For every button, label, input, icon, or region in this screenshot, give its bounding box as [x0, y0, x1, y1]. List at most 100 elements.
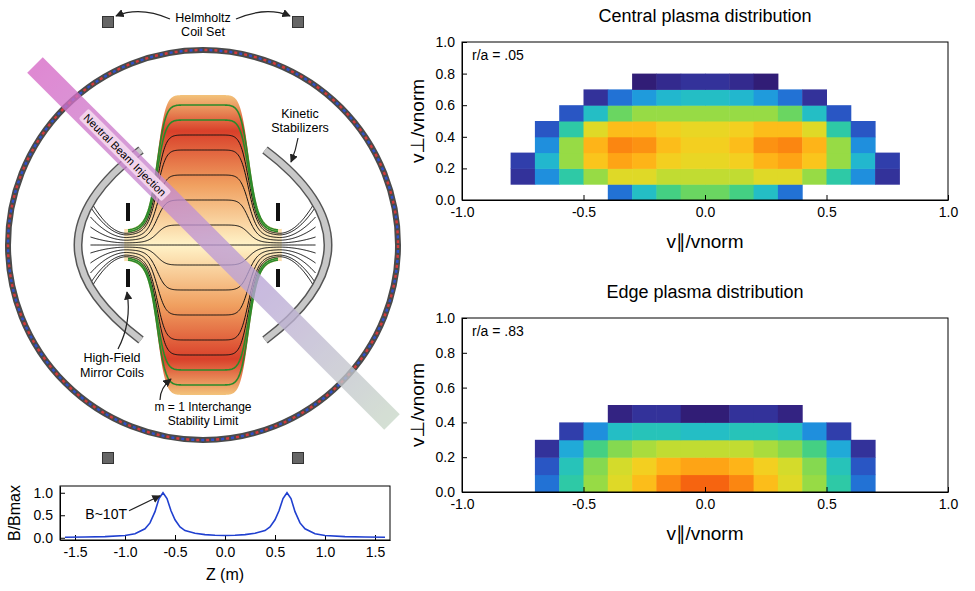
cell: [632, 89, 657, 105]
cell: [632, 422, 657, 440]
cell: [632, 153, 657, 169]
label: Helmholtz: [175, 11, 231, 25]
x-axis: -1.0-0.50.00.51.0: [450, 195, 958, 220]
label: Kinetic: [281, 107, 319, 121]
cell: [778, 440, 803, 458]
tick-mark: [584, 487, 585, 492]
cell: [656, 184, 681, 200]
cell: [656, 137, 681, 153]
cell: [729, 475, 754, 492]
cell: [754, 121, 779, 137]
cell: [729, 405, 754, 423]
plot-frame: [462, 42, 948, 200]
cell: [802, 137, 827, 153]
axis-line: [61, 540, 391, 541]
tick: -0.5: [163, 535, 187, 560]
tick: 1.0: [316, 535, 336, 560]
tick-label: -0.5: [572, 496, 596, 512]
cell: [681, 475, 706, 492]
x-axis: -1.5-1.0-0.50.00.51.01.5: [61, 535, 391, 560]
cell: [535, 137, 560, 153]
y-axis: 0.00.20.40.60.81.0: [436, 310, 467, 500]
cell: [875, 153, 900, 169]
cell: [559, 168, 584, 184]
annotation: r/a = .83: [472, 323, 524, 339]
arrow: [291, 138, 298, 162]
tick: -1.5: [63, 535, 87, 560]
cell: [681, 74, 706, 90]
cell: [778, 475, 803, 492]
cells: [535, 405, 876, 492]
cell: [656, 405, 681, 423]
cell: [608, 405, 633, 423]
tick-label: 0.6: [436, 97, 456, 113]
cell: [656, 74, 681, 90]
helmholtz-coil: [293, 17, 304, 28]
cell: [705, 440, 730, 458]
cell: [827, 475, 852, 492]
tick-mark: [60, 493, 65, 494]
cell: [729, 137, 754, 153]
tick: 1.0: [939, 195, 959, 220]
cell: [608, 105, 633, 121]
tick-mark: [948, 487, 949, 492]
cell: [559, 121, 584, 137]
tick-mark: [462, 353, 467, 354]
cell: [608, 121, 633, 137]
cell: [656, 475, 681, 492]
cell: [802, 475, 827, 492]
tick-mark: [705, 195, 706, 200]
cell: [754, 422, 779, 440]
kinetic-stabilizer: [78, 150, 141, 340]
tick: 1.0: [939, 487, 959, 512]
cell: [705, 405, 730, 423]
cell: [632, 74, 657, 90]
tick: 0.8: [436, 66, 467, 82]
cell: [681, 457, 706, 475]
cell: [802, 168, 827, 184]
cell: [681, 184, 706, 200]
cell: [705, 457, 730, 475]
cell: [535, 153, 560, 169]
cell: [705, 121, 730, 137]
cell: [827, 153, 852, 169]
cell: [632, 405, 657, 423]
cell: [754, 184, 779, 200]
tick-label: 0.8: [436, 345, 456, 361]
label: Stability Limit: [168, 414, 239, 428]
tick: 0.4: [436, 129, 467, 145]
cell: [827, 137, 852, 153]
tick-label: 0.0: [696, 496, 716, 512]
axis-line: [463, 492, 949, 493]
label: Stabilizers: [271, 121, 329, 135]
cell: [535, 440, 560, 458]
cell: [511, 153, 536, 169]
tick: 0.0: [436, 192, 467, 208]
cell: [778, 105, 803, 121]
cell: [705, 168, 730, 184]
cells: [511, 74, 900, 200]
cell: [559, 422, 584, 440]
cell: [632, 137, 657, 153]
tick: -0.5: [572, 487, 596, 512]
tick-mark: [175, 535, 176, 540]
y-axis: 0.00.51.0: [34, 485, 65, 546]
heatmap-panel: -1.0-0.50.00.51.00.00.20.40.60.81.0Edge …: [407, 282, 958, 545]
cell: [729, 440, 754, 458]
tick: -0.5: [572, 195, 596, 220]
cell: [559, 475, 584, 492]
cell: [778, 168, 803, 184]
title: Central plasma distribution: [598, 6, 811, 26]
tick-label: 0.4: [436, 414, 456, 430]
tick: 1.5: [366, 535, 386, 560]
label: Coil Set: [181, 25, 225, 39]
tick-mark: [60, 515, 65, 516]
cell: [778, 405, 803, 423]
cell: [584, 89, 609, 105]
cell: [778, 153, 803, 169]
tick: 0.0: [696, 487, 716, 512]
cell: [778, 121, 803, 137]
cell: [754, 475, 779, 492]
tick-mark: [462, 388, 467, 389]
cell: [608, 153, 633, 169]
